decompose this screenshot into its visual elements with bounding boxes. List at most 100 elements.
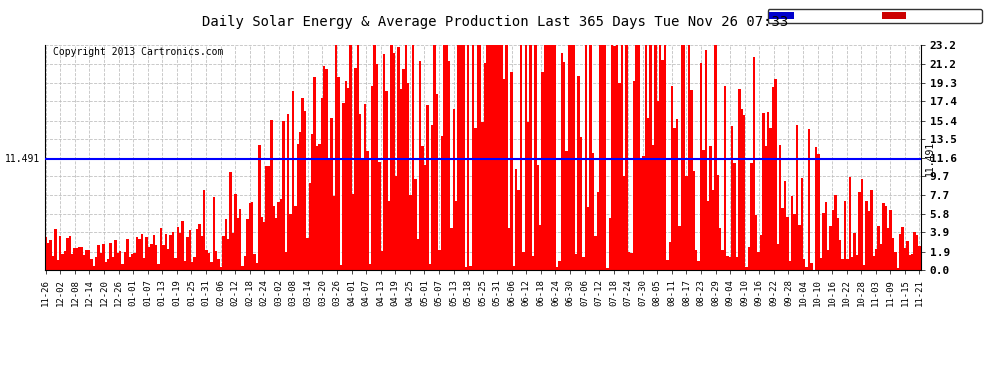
Bar <box>407 83 410 270</box>
Bar <box>618 83 621 270</box>
Bar <box>542 72 544 270</box>
Bar <box>690 90 693 270</box>
Bar <box>503 78 506 270</box>
Bar <box>555 267 558 270</box>
Bar <box>611 45 614 270</box>
Bar <box>159 228 162 270</box>
Bar <box>594 236 597 270</box>
Bar <box>424 165 427 270</box>
Bar <box>644 45 647 270</box>
Bar <box>345 81 347 270</box>
Bar <box>349 45 351 270</box>
Bar <box>616 45 618 270</box>
Bar <box>126 239 129 270</box>
Bar <box>50 240 51 270</box>
Bar <box>388 201 390 270</box>
Bar <box>47 243 50 270</box>
Bar <box>117 254 119 270</box>
Bar <box>124 252 126 270</box>
Bar <box>429 264 431 270</box>
Bar <box>260 217 263 270</box>
Bar <box>582 257 585 270</box>
Bar <box>779 145 781 270</box>
Bar <box>685 176 688 270</box>
Bar <box>760 235 762 270</box>
Bar <box>599 45 602 270</box>
Bar <box>640 160 643 270</box>
Bar <box>368 264 371 270</box>
Bar <box>843 201 846 270</box>
Bar <box>146 237 148 270</box>
Bar <box>335 45 338 270</box>
Bar <box>462 45 464 270</box>
Bar <box>306 238 309 270</box>
Bar <box>614 46 616 270</box>
Bar <box>577 75 580 270</box>
Bar <box>95 257 97 270</box>
Bar <box>100 252 102 270</box>
Bar <box>523 252 525 270</box>
Bar <box>719 228 722 270</box>
Bar <box>798 225 801 270</box>
Bar <box>774 79 777 270</box>
Bar <box>397 47 400 270</box>
Bar <box>656 101 659 270</box>
Bar <box>119 251 122 270</box>
Bar <box>164 234 167 270</box>
Bar <box>383 54 385 270</box>
Bar <box>150 244 152 270</box>
Bar <box>661 60 664 270</box>
Bar <box>56 260 59 270</box>
Bar <box>647 118 649 270</box>
Bar <box>491 45 493 270</box>
Bar <box>134 253 136 270</box>
Bar <box>61 254 63 270</box>
Bar <box>277 202 280 270</box>
Bar <box>356 45 359 270</box>
Bar <box>769 129 772 270</box>
Bar <box>289 214 292 270</box>
Bar <box>410 195 412 270</box>
Bar <box>181 221 184 270</box>
Bar <box>405 45 407 270</box>
Bar <box>191 262 193 270</box>
Bar <box>889 210 892 270</box>
Bar <box>789 261 791 270</box>
Bar <box>328 158 331 270</box>
Bar <box>823 213 825 270</box>
Bar <box>580 136 582 270</box>
Bar <box>455 201 457 270</box>
Bar <box>203 190 205 270</box>
Bar <box>808 129 810 270</box>
Bar <box>318 144 321 270</box>
Bar <box>366 151 368 270</box>
Legend: Average  (kWh), Daily  (kWh): Average (kWh), Daily (kWh) <box>767 9 981 23</box>
Bar <box>683 45 685 270</box>
Bar <box>693 171 695 270</box>
Bar <box>338 77 340 270</box>
Bar <box>707 201 710 270</box>
Bar <box>793 214 796 270</box>
Bar <box>222 236 225 270</box>
Bar <box>280 199 282 270</box>
Bar <box>681 45 683 270</box>
Bar <box>472 45 474 270</box>
Bar <box>484 63 486 270</box>
Bar <box>628 252 631 270</box>
Bar <box>311 134 314 270</box>
Bar <box>109 243 112 270</box>
Bar <box>447 61 450 270</box>
Bar <box>114 240 117 270</box>
Bar <box>76 248 78 270</box>
Bar <box>527 122 530 270</box>
Bar <box>301 98 304 270</box>
Bar <box>59 236 61 270</box>
Bar <box>314 77 316 270</box>
Bar <box>587 207 589 270</box>
Bar <box>736 257 739 270</box>
Bar <box>842 260 843 270</box>
Bar <box>402 69 405 270</box>
Bar <box>515 169 518 270</box>
Bar <box>757 252 760 270</box>
Bar <box>347 88 349 270</box>
